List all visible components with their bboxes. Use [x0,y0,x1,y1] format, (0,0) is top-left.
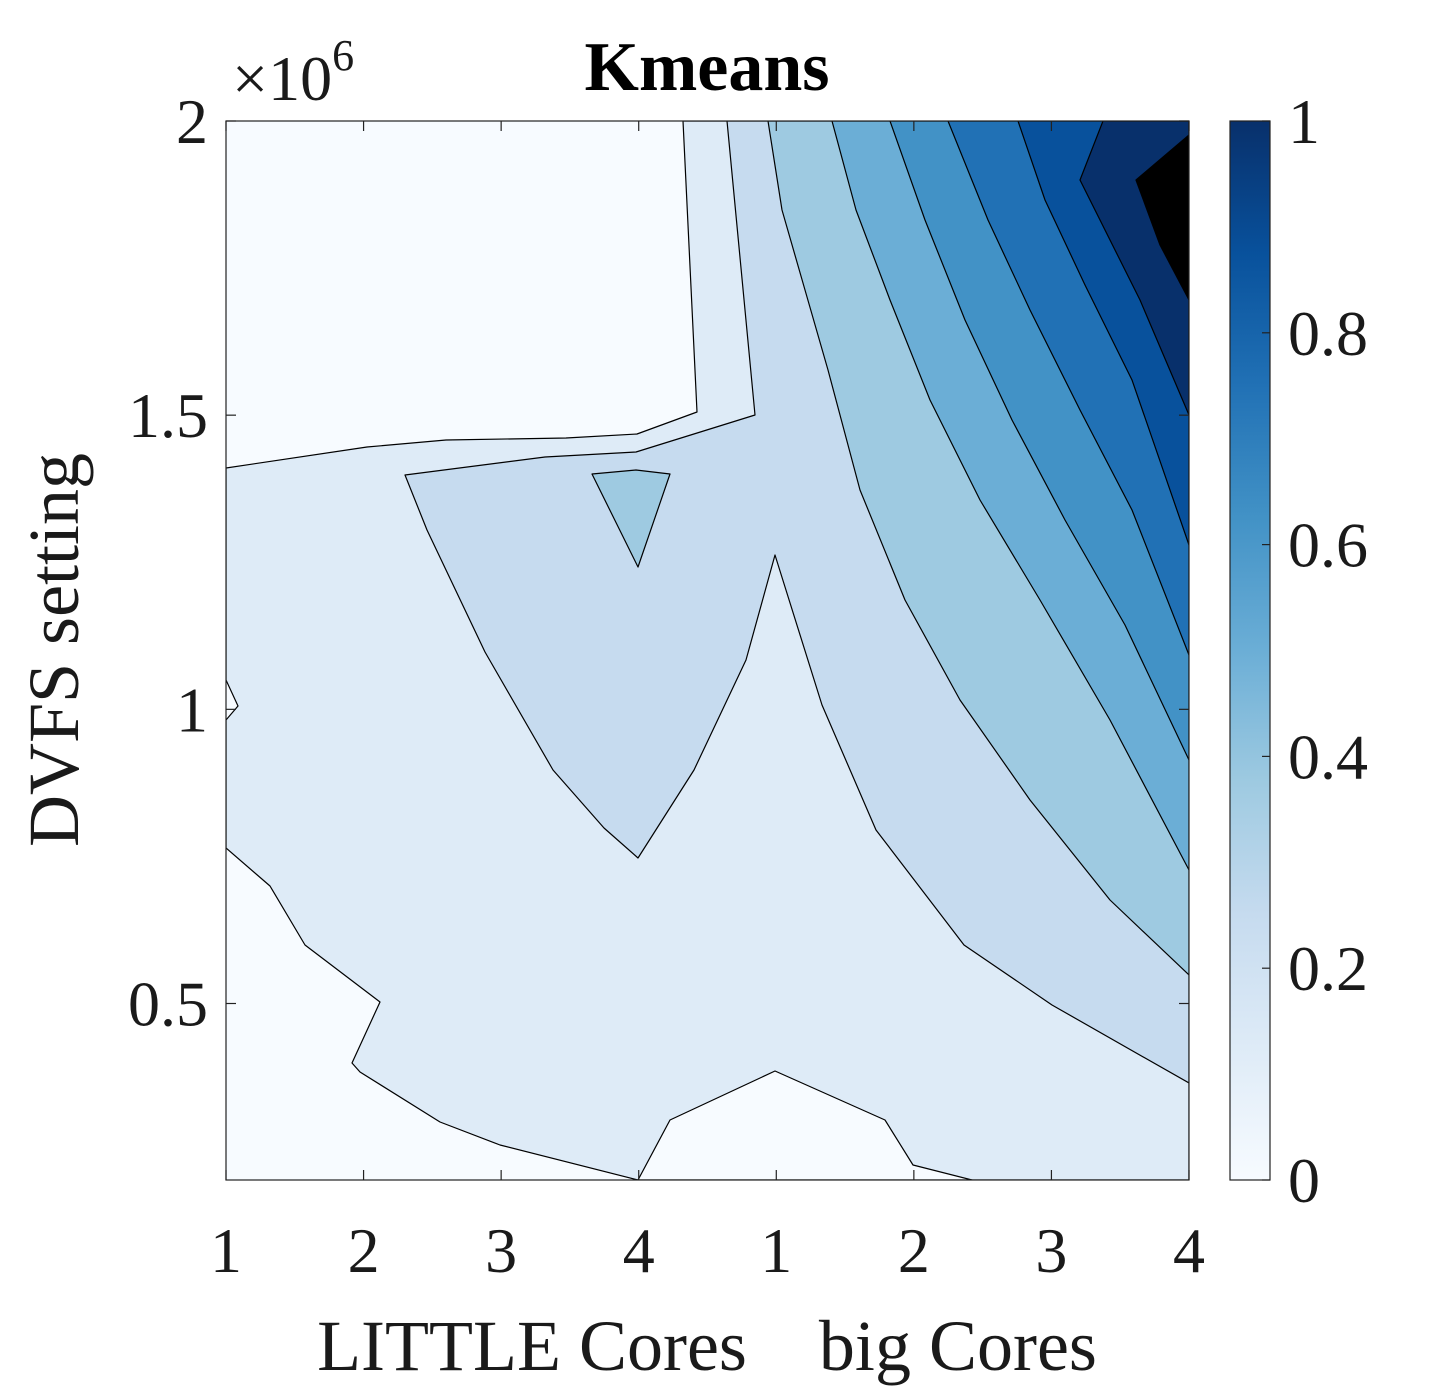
y-exponent-base: ×10 [232,43,332,114]
y-exponent-label: ×106 [232,31,354,114]
colorbar-tick-label: 0.2 [1288,933,1368,1004]
y-ticks: 0.5 1 1.5 2 [128,86,1189,1040]
x-tick-label: 1 [210,1215,242,1286]
chart-title: Kmeans [585,29,830,106]
colorbar-tick-label: 0.8 [1288,298,1368,369]
x-tick-label: 4 [623,1215,655,1286]
x-ticks: 1 2 3 4 1 2 3 4 [210,121,1205,1286]
contour-fills [226,121,1189,1180]
colorbar-tick-label: 0.4 [1288,721,1368,792]
contour-band-low-pocket [637,1070,973,1180]
colorbar-gradient [1229,120,1271,1181]
x-tick-label: 3 [485,1215,517,1286]
y-tick-label: 2 [176,86,208,157]
colorbar-tick-label: 0.6 [1288,510,1368,581]
x-tick-label: 2 [348,1215,380,1286]
plot-area: 0.5 1 1.5 2 1 2 3 4 1 2 3 4 [128,86,1205,1286]
x-tick-label: 4 [1173,1215,1205,1286]
y-axis-label: DVFS setting [14,453,94,847]
contour-band-9 [1135,134,1189,301]
contour-band-2 [591,469,671,568]
x-tick-label: 3 [1035,1215,1067,1286]
y-exponent-power: 6 [332,31,354,80]
x-axis-label: LITTLE Cores big Cores [317,1306,1097,1386]
y-tick-label: 1.5 [128,380,208,451]
x-tick-label: 2 [898,1215,930,1286]
colorbar: 0 0.2 0.4 0.6 0.8 1 [1229,86,1368,1216]
y-tick-label: 1 [176,674,208,745]
y-tick-label: 0.5 [128,969,208,1040]
colorbar-ticks: 0 0.2 0.4 0.6 0.8 1 [1262,86,1368,1216]
x-tick-label: 1 [760,1215,792,1286]
colorbar-tick-label: 0 [1288,1145,1320,1216]
plot-frame [225,120,1190,1181]
colorbar-tick-label: 1 [1288,86,1320,157]
